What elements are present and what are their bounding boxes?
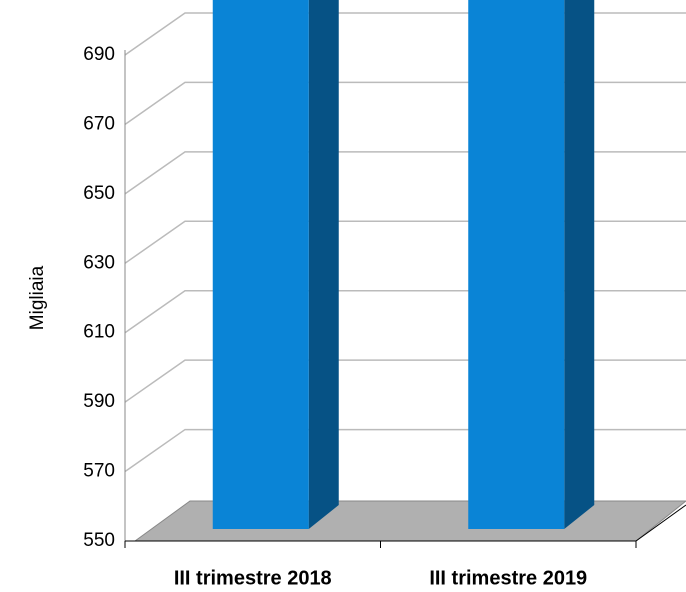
y-tick-label: 610 [83, 322, 115, 343]
grid-line [124, 81, 686, 126]
bar [212, 0, 309, 529]
grid-line [124, 289, 686, 334]
bar [468, 0, 565, 529]
y-tick-label: 590 [83, 391, 115, 412]
y-tick-label: 550 [83, 530, 115, 551]
bar-side [564, 0, 595, 529]
bar-side [308, 0, 339, 529]
grid-line [124, 359, 686, 403]
y-tick-label: 630 [83, 252, 115, 273]
y-tick-label: 570 [83, 461, 115, 482]
grid-line [124, 428, 686, 473]
y-axis-label: Migliaia [27, 265, 48, 330]
y-tick-label: 670 [83, 113, 115, 134]
grid-line [124, 12, 686, 56]
y-tick-label: 650 [83, 183, 115, 204]
y-tick-label: 690 [83, 44, 115, 65]
grid-line [124, 220, 686, 264]
x-tick-label: III trimestre 2019 [429, 567, 587, 589]
grid-line [124, 151, 686, 195]
x-tick-label: III trimestre 2018 [174, 567, 332, 589]
